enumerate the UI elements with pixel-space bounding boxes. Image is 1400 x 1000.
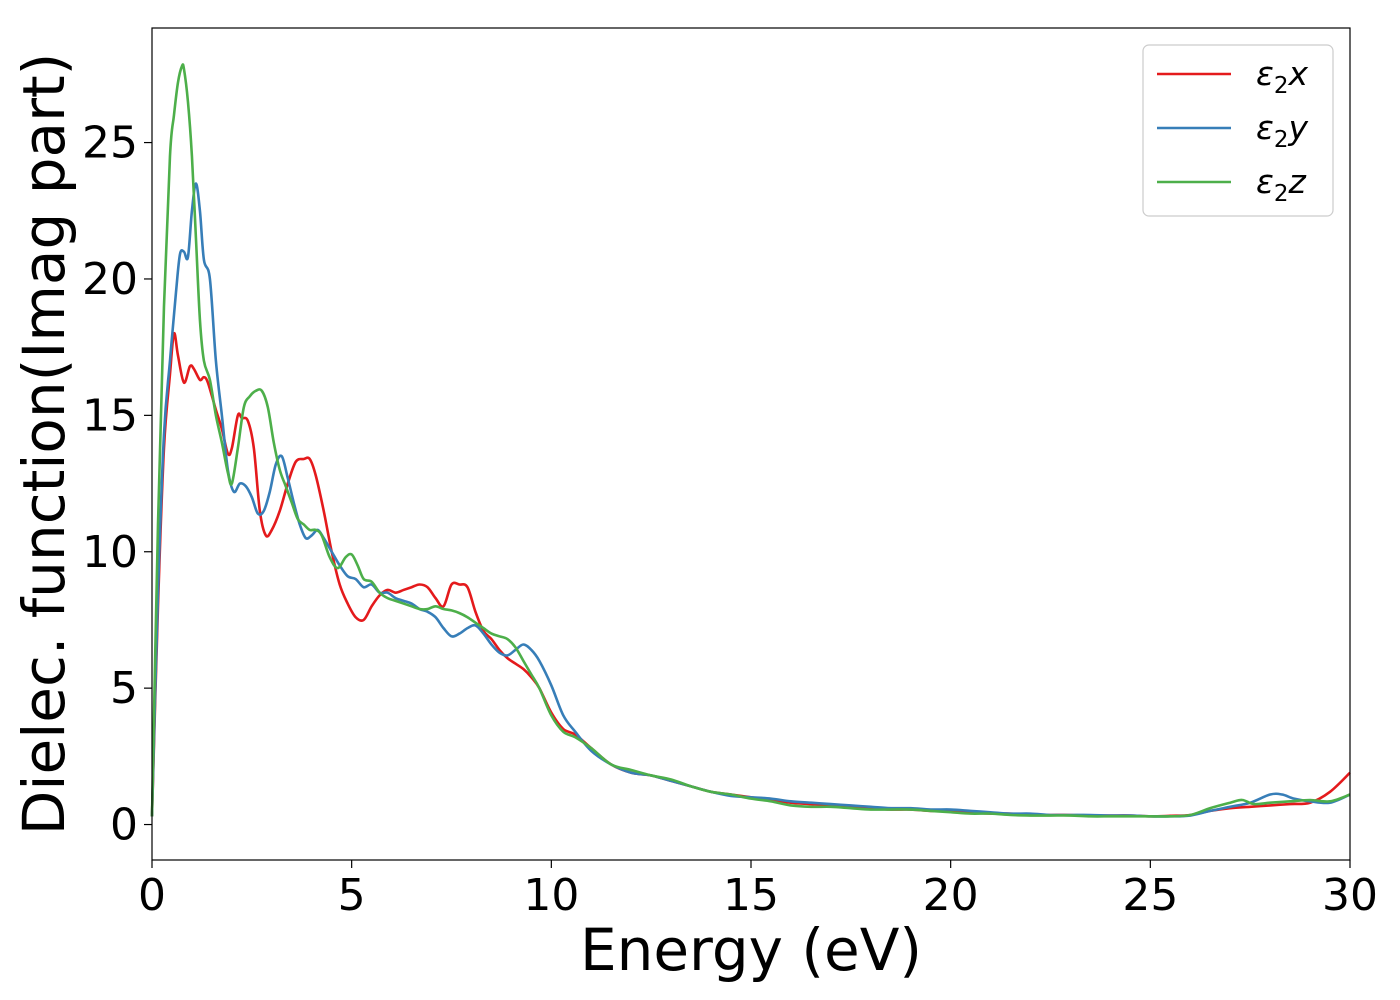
x-tick-label: 15 xyxy=(723,870,779,921)
legend-label-x: ε2x xyxy=(1256,54,1308,99)
y-tick-label: 5 xyxy=(110,663,138,714)
y-tick-label: 20 xyxy=(82,254,138,305)
y-tick-label: 25 xyxy=(82,118,138,169)
x-tick-label: 30 xyxy=(1322,870,1378,921)
x-axis-title: Energy (eV) xyxy=(580,916,922,984)
x-tick-label: 10 xyxy=(523,870,579,921)
legend: ε2x ε2y ε2z xyxy=(1142,44,1334,217)
legend-label-y: ε2y xyxy=(1256,108,1308,153)
x-tick-label: 5 xyxy=(338,870,366,921)
y-axis-title: Dielec. function(Imag part) xyxy=(10,53,78,836)
series-layer xyxy=(150,63,1351,818)
legend-label-z: ε2z xyxy=(1256,162,1306,207)
x-tick-label: 0 xyxy=(138,870,166,921)
legend-box xyxy=(1142,44,1334,217)
x-axis: 0 5 10 15 20 25 30 xyxy=(138,860,1378,921)
y-tick-label: 10 xyxy=(82,527,138,578)
y-axis: 0 5 10 15 20 25 xyxy=(82,118,152,851)
y-tick-label: 0 xyxy=(110,800,138,851)
series-line-z xyxy=(150,63,1351,818)
x-tick-label: 25 xyxy=(1122,870,1178,921)
y-tick-label: 15 xyxy=(82,390,138,441)
x-tick-label: 20 xyxy=(923,870,979,921)
